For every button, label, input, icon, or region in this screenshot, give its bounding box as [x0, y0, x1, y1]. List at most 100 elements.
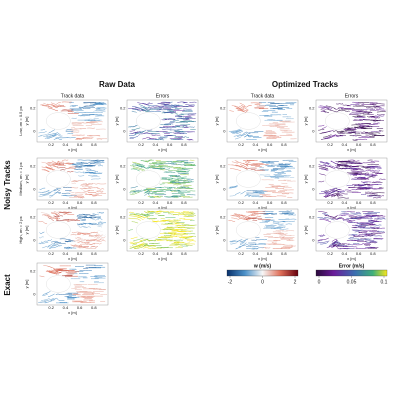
track	[76, 162, 83, 164]
error-track	[318, 211, 328, 214]
track	[229, 185, 238, 188]
track	[80, 162, 88, 164]
error-track	[144, 244, 156, 247]
track	[78, 180, 85, 182]
error-track	[320, 109, 325, 111]
track	[69, 191, 75, 193]
error-track	[331, 245, 338, 248]
track	[49, 192, 58, 197]
x-tick-label: 0.6	[77, 142, 83, 147]
error-track	[161, 229, 173, 231]
cylinder	[236, 170, 261, 188]
error-track	[132, 108, 141, 112]
track	[239, 238, 249, 243]
error-track	[318, 106, 332, 111]
error-track	[132, 161, 141, 165]
error-track	[147, 217, 158, 219]
error-track	[174, 131, 187, 133]
track	[44, 135, 53, 139]
error-track	[352, 183, 361, 185]
error-track	[141, 159, 154, 163]
column-header: Errors	[345, 93, 359, 99]
track	[228, 220, 236, 222]
track	[233, 214, 241, 218]
track	[53, 165, 66, 167]
error-track	[154, 196, 162, 198]
colorbar	[226, 269, 299, 277]
error-track	[130, 236, 138, 239]
row-label: High, σn = 2 px	[18, 216, 23, 243]
track	[56, 219, 69, 222]
track	[237, 109, 249, 113]
track	[92, 218, 100, 221]
x-tick-label: 0.4	[63, 305, 69, 310]
error-track	[170, 121, 176, 123]
track	[229, 240, 235, 243]
y-tick-label: 0.2	[30, 163, 36, 168]
panel: 0.2 0.4 0.6 0.8 x [m] 0.2 0 y [m]	[114, 157, 199, 210]
y-tick-label: 0	[123, 238, 126, 243]
error-track	[174, 244, 187, 246]
track	[42, 193, 50, 196]
track	[228, 128, 241, 132]
track	[77, 241, 90, 244]
track	[48, 293, 55, 298]
error-track	[324, 193, 331, 197]
cylinder	[46, 170, 71, 188]
error-track	[179, 186, 186, 188]
track	[64, 247, 74, 250]
error-track	[331, 238, 339, 242]
error-track	[322, 213, 327, 216]
x-tick-label: 0.2	[238, 142, 244, 147]
error-track	[366, 166, 375, 168]
x-tick-label: 0.2	[327, 251, 333, 256]
x-tick-label: 0.8	[91, 305, 97, 310]
track	[235, 245, 243, 249]
error-track	[358, 116, 364, 118]
column-header: Track data	[61, 93, 85, 99]
track	[69, 196, 79, 198]
error-track	[171, 182, 181, 184]
error-track	[330, 161, 340, 165]
error-track	[351, 178, 359, 180]
panel: 0.2 0.4 0.6 0.8 x [m] 0.2 0 y [m]	[214, 99, 299, 152]
error-track	[332, 187, 340, 190]
error-track	[361, 174, 369, 176]
error-track	[178, 116, 184, 118]
error-track	[370, 193, 376, 195]
y-tick-label: 0	[312, 238, 315, 243]
error-track	[173, 242, 180, 244]
noisy-group-label: Noisy Tracks	[3, 160, 12, 210]
x-axis-label: x [m]	[158, 205, 167, 210]
track	[96, 190, 103, 192]
track	[238, 213, 246, 218]
x-tick-label: 0.4	[63, 142, 69, 147]
track	[53, 211, 67, 213]
y-tick-label: 0	[33, 129, 36, 134]
error-track	[318, 167, 329, 171]
error-track	[137, 242, 145, 246]
track	[235, 108, 244, 112]
track	[234, 160, 240, 163]
y-tick-label: 0.2	[309, 214, 315, 219]
track	[88, 217, 97, 219]
error-track	[174, 132, 185, 134]
error-track	[132, 166, 146, 171]
error-track	[177, 101, 186, 103]
error-track	[370, 170, 376, 172]
error-track	[325, 161, 331, 165]
track	[83, 247, 97, 250]
track	[81, 184, 90, 186]
track	[246, 247, 255, 250]
error-track	[144, 188, 152, 192]
error-track	[132, 191, 137, 194]
track	[61, 192, 71, 194]
error-track	[317, 217, 324, 219]
error-track	[136, 216, 144, 220]
error-track	[365, 240, 375, 242]
track	[229, 110, 234, 112]
x-tick-label: 0.6	[167, 251, 173, 256]
error-track	[158, 103, 171, 105]
track	[47, 217, 54, 221]
track	[231, 215, 240, 219]
